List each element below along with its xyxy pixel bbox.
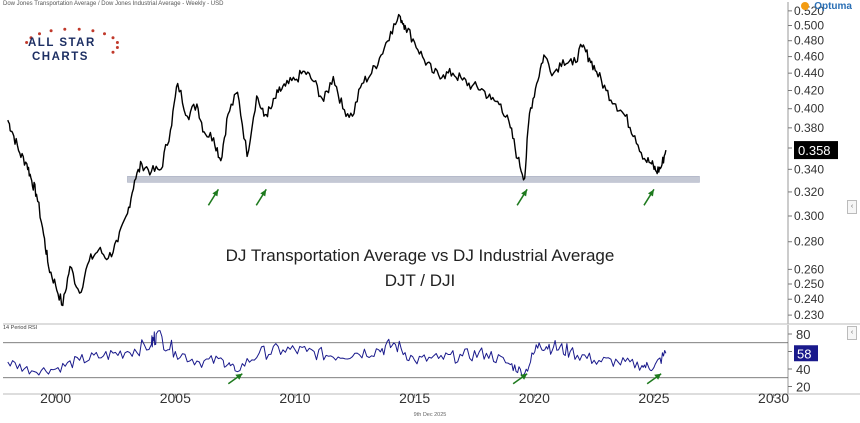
price-tick-label: 0.320 [794, 185, 824, 199]
price-tick-label: 0.380 [794, 121, 824, 135]
price-panel-collapse-button[interactable]: ‹ [847, 200, 857, 214]
optuma-logo-icon [801, 2, 810, 11]
chart-header-title: Dow Jones Transportation Average / Dow J… [3, 1, 224, 7]
support-arrows [207, 188, 662, 385]
price-tick-label: 0.300 [794, 209, 824, 223]
rsi-last-value-tag [794, 345, 818, 362]
price-support-arrow-head [260, 189, 267, 197]
logo-star-dot [38, 32, 41, 36]
support-band [127, 176, 700, 183]
price-tick-label: 0.260 [794, 262, 824, 276]
x-tick-label: 2020 [519, 390, 550, 406]
x-tick-label: 2010 [279, 390, 310, 406]
chart-annotation-line1: DJ Transportation Average vs DJ Industri… [225, 246, 615, 265]
x-tick-label: 2030 [758, 390, 789, 406]
price-series-line [7, 13, 667, 307]
support-layer [127, 176, 700, 183]
price-support-arrow-head [521, 189, 528, 197]
x-tick-label: 2005 [160, 390, 191, 406]
rsi-series-line [7, 330, 667, 377]
rsi-last-value-label: 58 [797, 346, 811, 361]
x-tick-label: 2025 [638, 390, 669, 406]
x-axis: 2000 2005 2010 2015 2020 2025 2030 [40, 390, 789, 406]
rsi-support-arrow-head [654, 373, 662, 380]
logo-star-dot [29, 36, 33, 40]
optuma-brand: Optuma [801, 1, 852, 12]
brand-label: Optuma [814, 1, 852, 12]
rsi-panel-collapse-button[interactable]: ‹ [847, 326, 857, 340]
price-tick-label: 0.440 [794, 66, 824, 80]
rsi-support-arrow-head [235, 373, 243, 380]
price-tick-label: 0.280 [794, 235, 824, 249]
price-tick-label: 0.250 [794, 277, 824, 291]
rsi-panel-title: 14 Period RSI [3, 325, 38, 331]
rsi-support-arrow-head [520, 373, 528, 380]
x-tick-label: 2015 [399, 390, 430, 406]
price-tick-label: 0.400 [794, 102, 824, 116]
price-support-arrow-head [212, 189, 219, 197]
logo-star-dot [63, 27, 67, 31]
price-tick-label: 0.230 [794, 308, 824, 322]
chart-annotation-line2: DJT / DJI [384, 271, 456, 290]
logo-line1: ALL STAR [28, 37, 96, 49]
logo-star-dot [111, 36, 115, 40]
rsi-panel [3, 325, 860, 395]
logo-star-dot [115, 41, 119, 44]
logo-star-dot [111, 50, 115, 54]
x-tick-label: 2000 [40, 390, 71, 406]
rsi-series [7, 330, 667, 377]
logo-star-dot [103, 32, 106, 36]
price-support-arrow-head [647, 189, 654, 197]
chart-date-label: 9th Dec 2025 [413, 412, 447, 418]
rsi-y-axis: 2040608058 [788, 327, 818, 395]
logo-star-dot [77, 27, 81, 31]
logo-star-dot [91, 29, 95, 33]
price-tick-label: 0.340 [794, 162, 824, 176]
price-tick-label: 0.240 [794, 292, 824, 306]
logo-line2: CHARTS [32, 51, 89, 63]
rsi-tick-label: 20 [796, 380, 810, 395]
price-tick-label: 0.500 [794, 18, 824, 32]
star-ring-icon [25, 27, 119, 54]
last-value-label: 0.358 [798, 143, 831, 158]
rsi-tick-label: 80 [796, 327, 810, 342]
logo-star-dot [115, 46, 119, 49]
price-series [7, 13, 667, 307]
price-panel [3, 2, 860, 325]
logo-star-dot [25, 41, 29, 44]
logo-star-dot [49, 29, 53, 33]
price-tick-label: 0.460 [794, 50, 824, 64]
rsi-tick-label: 40 [796, 362, 810, 377]
price-tick-label: 0.420 [794, 84, 824, 98]
last-value-tag [794, 141, 838, 160]
allstarcharts-logo: ALL STAR CHARTS [22, 25, 122, 65]
price-tick-label: 0.480 [794, 34, 824, 48]
